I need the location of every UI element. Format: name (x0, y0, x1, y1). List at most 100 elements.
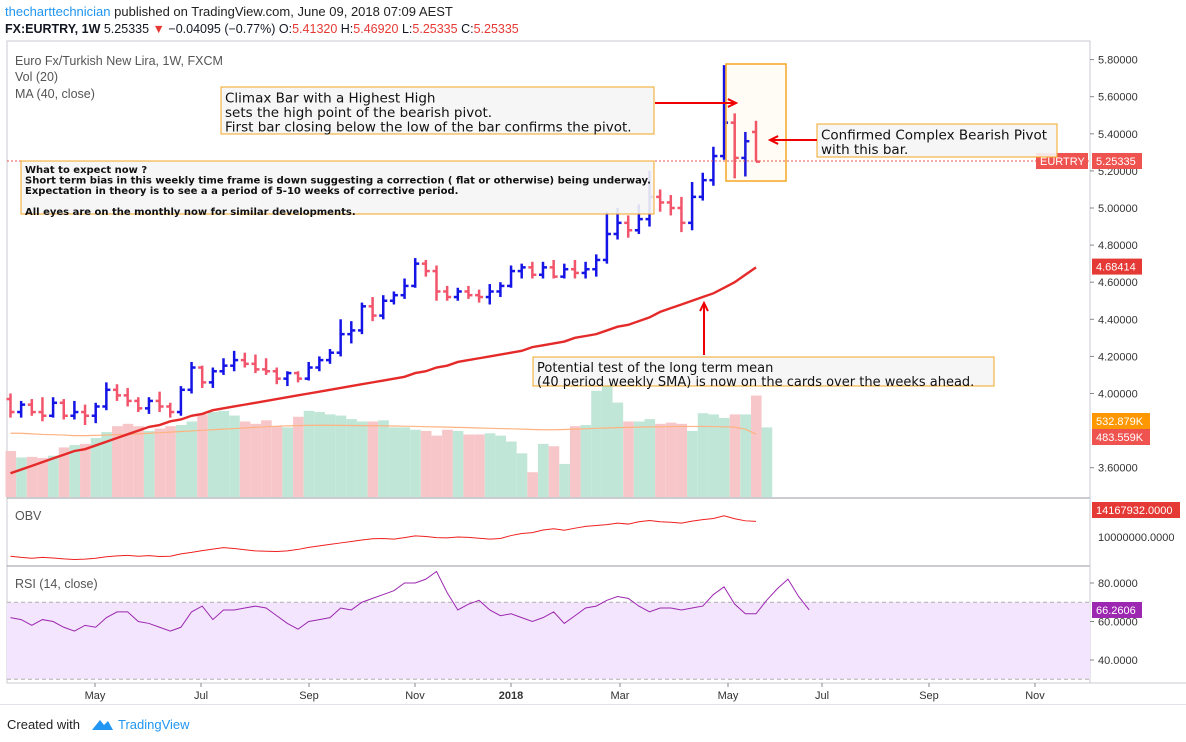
rsi-legend[interactable]: RSI (14, close) (15, 577, 98, 591)
volume-bar (69, 445, 80, 497)
volume-bar (165, 426, 176, 497)
volume-bar (133, 426, 144, 497)
change-value: −0.04095 (−0.77%) (168, 22, 276, 36)
tradingview-link[interactable]: TradingView (118, 717, 190, 732)
volume-bar (452, 430, 464, 497)
volume-bar (687, 430, 698, 497)
ohlc-bar (283, 371, 292, 387)
obv-value-badge-bg (1092, 502, 1180, 518)
volume-bar (356, 421, 368, 497)
volume-bar (48, 455, 59, 497)
created-with-text: Created with (7, 717, 80, 732)
price-tick-label: 5.60000 (1098, 92, 1138, 104)
ohlc-bar (592, 254, 601, 277)
time-tick-label: Jul (194, 690, 208, 702)
mean-annotation-line: (40 period weekly SMA) is now on the car… (537, 375, 974, 390)
price-value-badge: 5.25335 (1096, 156, 1136, 168)
volume-bar (623, 421, 634, 497)
tradingview-cloud-icon[interactable] (89, 716, 115, 732)
volume-bar (559, 463, 570, 497)
low-value: 5.25335 (412, 22, 458, 36)
volume-ma-line (10, 424, 757, 437)
ohlc-bar (475, 289, 484, 303)
volume-bar (761, 427, 773, 497)
ohlc-bar (602, 211, 611, 264)
obv-legend[interactable]: OBV (15, 509, 42, 523)
volume-bar (655, 423, 666, 497)
ohlc-bar (677, 196, 686, 233)
author-link[interactable]: thecharttechnician (5, 4, 111, 19)
series-legend-title[interactable]: Euro Fx/Turkish New Lira, 1W, FXCM (15, 54, 223, 68)
ohlc-line: FX:EURTRY, 1W 5.25335 ▼ −0.04095 (−0.77%… (5, 22, 519, 36)
volume-bar (410, 429, 421, 497)
ohlc-bar (570, 259, 579, 279)
volume-bar (239, 421, 251, 497)
footer: Created with TradingView (0, 704, 1186, 742)
ohlc-bar (166, 402, 175, 418)
pivot-annotation-line: Confirmed Complex Bearish Pivot (821, 128, 1047, 144)
obv-value-badge: 14167932.0000 (1096, 505, 1172, 517)
rsi-band (7, 602, 1090, 680)
price-tick-label: 3.60000 (1098, 463, 1138, 475)
ohlc-bar (698, 172, 707, 201)
ohlc-bar (741, 131, 750, 177)
ohlc-bar (27, 399, 36, 416)
close-value: 5.25335 (473, 22, 519, 36)
down-arrow-icon: ▼ (152, 22, 165, 36)
close-label: C: (461, 22, 474, 36)
time-tick-label: Sep (299, 690, 319, 702)
volume-bar (303, 410, 315, 497)
volume-bar (261, 420, 272, 497)
volume-bar (186, 421, 198, 497)
ohlc-bar (326, 348, 334, 364)
price-tick-label: 4.40000 (1098, 314, 1138, 326)
ohlc-bar (208, 367, 217, 388)
ma-legend[interactable]: MA (40, close) (15, 87, 95, 101)
low-label: L: (401, 22, 413, 36)
volume-bar (431, 435, 443, 497)
volume-bar (548, 446, 560, 497)
pivot-arrow-head (767, 135, 779, 145)
mean-arrow-head (699, 300, 709, 312)
volume-bar (112, 426, 123, 497)
ohlc-bar (656, 189, 665, 212)
ohlc-bar (70, 400, 79, 420)
ohlc-bar (464, 285, 473, 299)
volume-bar (367, 421, 379, 497)
ohlc-bar (315, 356, 324, 372)
volume-bar (207, 412, 219, 497)
climax-annotation-line: First bar closing below the low of the b… (225, 120, 632, 136)
volume-bar (218, 410, 230, 497)
ohlc-bar (730, 113, 739, 179)
price-tick-label: 4.80000 (1098, 240, 1138, 252)
ohlc-bar (336, 319, 345, 357)
time-tick-label: Sep (919, 690, 939, 702)
volume-bar (697, 413, 709, 497)
ma-value-badge: 4.68414 (1096, 262, 1136, 274)
ohlc-bar (400, 278, 409, 299)
price-tick-label: 5.80000 (1098, 55, 1138, 67)
price-label-badge: EURTRY (1040, 156, 1085, 168)
ohlc-bar (187, 361, 196, 394)
volume-bar (751, 395, 762, 497)
volume-legend[interactable]: Vol (20) (15, 70, 59, 84)
publish-line: thecharttechnician published on TradingV… (5, 4, 453, 19)
pivot-highlight-box (725, 63, 787, 182)
ohlc-bar (624, 215, 633, 238)
volume-bar (58, 447, 70, 497)
volume-bar (378, 420, 389, 497)
ohlc-bar (560, 263, 569, 279)
volume-bar (175, 425, 187, 497)
volume-bar (740, 414, 751, 497)
ohlc-bar (304, 361, 313, 381)
climax-annotation-box (220, 86, 655, 135)
volume-bar (122, 423, 134, 497)
volume-badge-bg (1092, 429, 1150, 445)
price-tick-label: 4.60000 (1098, 277, 1138, 289)
rsi-tick-label: 40.0000 (1098, 655, 1138, 667)
mean-annotation-box (532, 356, 995, 387)
high-value: 5.46920 (353, 22, 399, 36)
publish-info: published on TradingView.com, June 09, 2… (114, 4, 453, 19)
volume-bar (335, 415, 347, 497)
volume-bar (495, 435, 506, 497)
